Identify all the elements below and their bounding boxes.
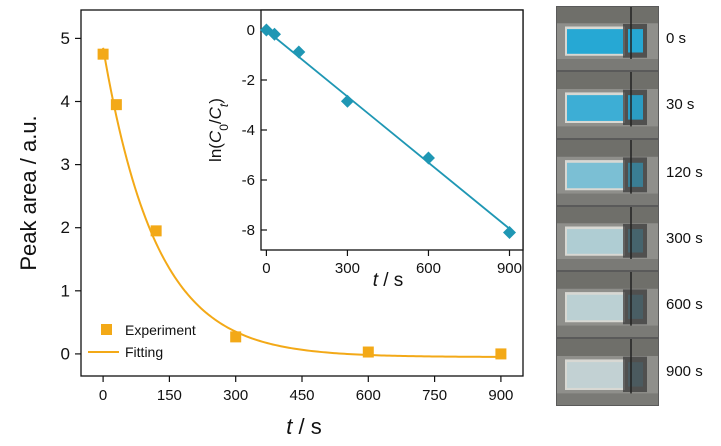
- vial-photo: [556, 271, 659, 338]
- x-tick-label: 600: [356, 387, 381, 404]
- experiment-point: [97, 48, 109, 60]
- inset-point: [421, 151, 435, 165]
- inset-y-tick-label: 0: [247, 22, 255, 39]
- x-axis-label: t / s: [286, 414, 321, 439]
- inset-frame: [260, 9, 524, 251]
- vial-photo: [556, 206, 659, 271]
- vial-photo-image: [557, 72, 658, 138]
- vial-photo: [556, 6, 659, 71]
- photo-time-label: 900 s: [666, 363, 703, 380]
- inset-x-tick-label: 300: [335, 260, 360, 277]
- photo-sequence: [556, 6, 659, 406]
- experiment-point: [495, 348, 507, 360]
- inset-point: [292, 45, 306, 59]
- inset-y-tick-label: -8: [242, 222, 255, 239]
- x-tick-label: 900: [488, 387, 513, 404]
- vial-photo-image: [557, 207, 658, 270]
- vial-photo-image: [557, 7, 658, 70]
- inset-point: [340, 94, 354, 108]
- y-axis-label: Peak area / a.u.: [16, 115, 41, 270]
- vial-photo: [556, 338, 659, 406]
- x-tick-label: 750: [422, 387, 447, 404]
- photo-time-label: 300 s: [666, 229, 703, 247]
- inset-y-tick-label: -2: [242, 72, 255, 89]
- vial-photo-image: [557, 140, 658, 205]
- photo-time-label: 0 s: [666, 29, 687, 47]
- x-tick-label: 0: [99, 387, 107, 404]
- inset-point: [268, 27, 282, 41]
- inset-y-tick-label: -4: [242, 122, 255, 139]
- photo-time-label: 30 s: [666, 96, 695, 113]
- y-tick-label: 5: [61, 29, 70, 48]
- inset-y-axis-label: ln(C0/Ct): [206, 98, 231, 162]
- y-tick-label: 3: [61, 155, 70, 174]
- y-tick-label: 2: [61, 218, 70, 237]
- legend: Experiment Fitting: [88, 322, 196, 360]
- legend-label-fitting: Fitting: [125, 344, 163, 360]
- experiment-point: [230, 331, 242, 343]
- inset-x-tick-label: 0: [262, 260, 270, 277]
- experiment-point: [150, 225, 162, 237]
- legend-marker-experiment: [101, 324, 112, 335]
- inset-x-tick-label: 900: [497, 260, 522, 277]
- y-tick-label: 1: [61, 281, 70, 300]
- legend-label-experiment: Experiment: [125, 322, 196, 338]
- vial-photo-image: [557, 272, 658, 337]
- y-tick-label: 4: [61, 92, 70, 111]
- inset-y-tick-label: -6: [242, 172, 255, 189]
- experiment-point: [362, 346, 374, 358]
- inset-x-tick-label: 600: [416, 260, 441, 277]
- y-tick-label: 0: [61, 344, 70, 363]
- x-tick-label: 450: [289, 387, 314, 404]
- photo-time-label: 600 s: [666, 295, 703, 313]
- fitting-curve: [102, 47, 501, 358]
- inset-plot: 0 300 600 900 0 -2 -4 -6 -8 t / s ln(C0/Ct): [206, 9, 524, 291]
- inset-x-axis-label: t / s: [373, 270, 404, 291]
- x-tick-label: 300: [223, 387, 248, 404]
- photo-time-label: 120 s: [666, 163, 703, 181]
- inset-point: [502, 226, 516, 239]
- vial-photo: [556, 139, 659, 206]
- vial-photo-image: [557, 339, 658, 405]
- vial-photo: [556, 71, 659, 139]
- experiment-point: [110, 99, 122, 111]
- x-tick-label: 150: [157, 387, 182, 404]
- inset-fit-line: [263, 27, 511, 230]
- main-plot: 0 150 300 450 600 750 900 0 1 2 3 4 5 t / s Peak area …: [16, 9, 524, 439]
